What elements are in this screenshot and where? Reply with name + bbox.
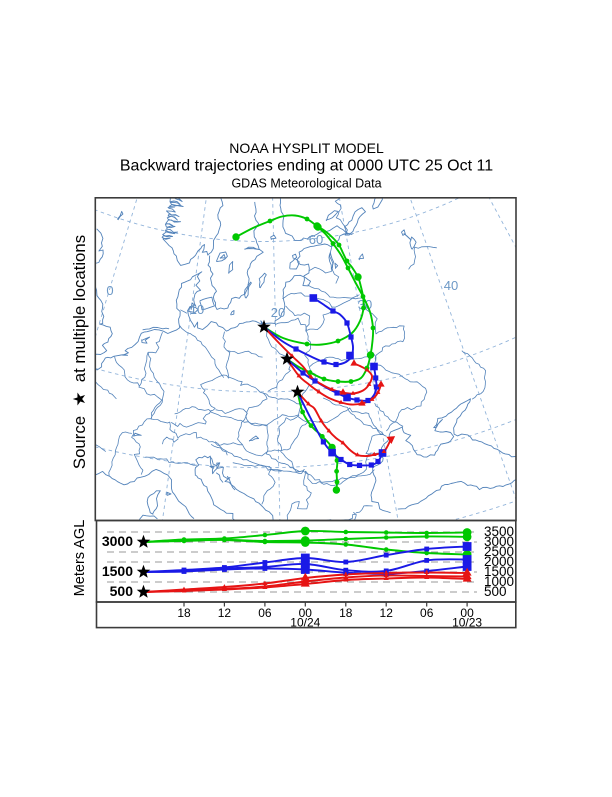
svg-text:2000: 2000 xyxy=(484,554,514,569)
svg-text:06: 06 xyxy=(420,606,434,620)
svg-text:500: 500 xyxy=(484,584,507,599)
svg-text:06: 06 xyxy=(258,606,272,620)
svg-text:2500: 2500 xyxy=(484,544,514,559)
svg-text:60: 60 xyxy=(309,232,323,247)
svg-text:Backward trajectories ending a: Backward trajectories ending at 0000 UTC… xyxy=(120,158,493,175)
svg-text:18: 18 xyxy=(177,606,191,620)
svg-text:12: 12 xyxy=(218,606,232,620)
svg-text:3000: 3000 xyxy=(102,533,133,549)
svg-text:20: 20 xyxy=(271,305,285,320)
svg-text:00: 00 xyxy=(460,606,474,620)
svg-text:Meters AGL: Meters AGL xyxy=(72,520,88,597)
svg-text:10/24: 10/24 xyxy=(290,616,320,630)
svg-text:12: 12 xyxy=(380,606,394,620)
svg-text:1000: 1000 xyxy=(484,574,514,589)
svg-text:18: 18 xyxy=(339,606,353,620)
svg-text:500: 500 xyxy=(110,583,134,599)
svg-text:10/23: 10/23 xyxy=(452,616,482,630)
svg-text:3500: 3500 xyxy=(484,524,514,539)
svg-text:3000: 3000 xyxy=(484,534,514,549)
svg-text:1500: 1500 xyxy=(484,564,514,579)
svg-text:NOAA HYSPLIT MODEL: NOAA HYSPLIT MODEL xyxy=(229,140,384,156)
svg-text:00: 00 xyxy=(299,606,313,620)
svg-text:0: 0 xyxy=(106,283,113,298)
svg-text:40: 40 xyxy=(444,278,458,293)
svg-text:10: 10 xyxy=(190,302,204,317)
svg-text:1500: 1500 xyxy=(102,563,133,579)
svg-text:GDAS Meteorological Data: GDAS Meteorological Data xyxy=(231,177,381,191)
svg-text:Source ★ at multiple locatio: Source ★ at multiple locations xyxy=(70,235,89,469)
